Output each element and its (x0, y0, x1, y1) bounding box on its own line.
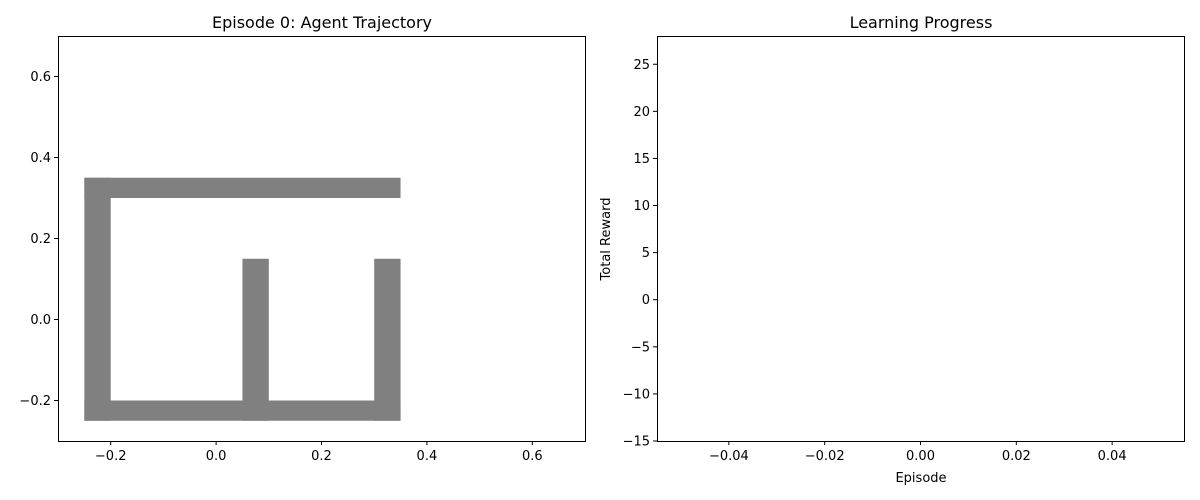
x-tick-label: 0.4 (417, 449, 438, 464)
learning-x-ticks: −0.04 −0.02 0.00 0.02 0.04 (709, 441, 1127, 464)
y-tick-label: −15 (623, 435, 650, 450)
x-tick-label: −0.2 (95, 449, 127, 464)
y-tick-label: 0.2 (30, 232, 51, 247)
y-tick-label: 20 (633, 105, 650, 120)
learning-panel: Learning Progress −0.04 −0.02 0.00 0.02 0.04… (599, 13, 1185, 486)
learning-y-ticks: −15 −10 −5 0 5 10 15 20 25 (623, 58, 657, 450)
y-tick-label: 0.6 (30, 70, 51, 85)
y-tick-label: −10 (623, 387, 650, 402)
learning-title: Learning Progress (850, 13, 993, 32)
y-tick-label: 0 (642, 293, 650, 308)
x-tick-label: 0.00 (906, 449, 935, 464)
y-tick-label: 0.4 (30, 151, 51, 166)
x-tick-label: 0.0 (206, 449, 227, 464)
learning-x-axis-label: Episode (895, 471, 946, 486)
maze-walls (84, 177, 401, 421)
trajectory-panel: Episode 0: Agent Trajectory −0.2 0.0 0.2 0.… (19, 13, 586, 464)
x-tick-label: −0.04 (709, 449, 749, 464)
y-tick-label: −5 (631, 340, 650, 355)
x-tick-label: 0.2 (311, 449, 332, 464)
maze-wall (242, 258, 269, 421)
y-tick-label: 5 (642, 246, 650, 261)
maze-wall (84, 177, 401, 198)
maze-wall (374, 258, 401, 421)
x-tick-label: 0.02 (1002, 449, 1031, 464)
maze-wall (84, 177, 111, 421)
y-tick-label: 15 (633, 152, 650, 167)
trajectory-title: Episode 0: Agent Trajectory (212, 13, 432, 32)
y-tick-label: 10 (633, 199, 650, 214)
y-tick-label: 25 (633, 58, 650, 73)
learning-plot-frame (657, 36, 1185, 442)
trajectory-y-ticks: −0.2 0.0 0.2 0.4 0.6 (19, 70, 58, 409)
x-tick-label: 0.04 (1098, 449, 1127, 464)
y-tick-label: 0.0 (30, 313, 51, 328)
trajectory-x-ticks: −0.2 0.0 0.2 0.4 0.6 (95, 441, 543, 464)
y-tick-label: −0.2 (19, 394, 51, 409)
learning-y-axis-label: Total Reward (599, 198, 614, 282)
x-tick-label: −0.02 (805, 449, 845, 464)
x-tick-label: 0.6 (522, 449, 543, 464)
trajectory-plot-frame (58, 36, 586, 442)
